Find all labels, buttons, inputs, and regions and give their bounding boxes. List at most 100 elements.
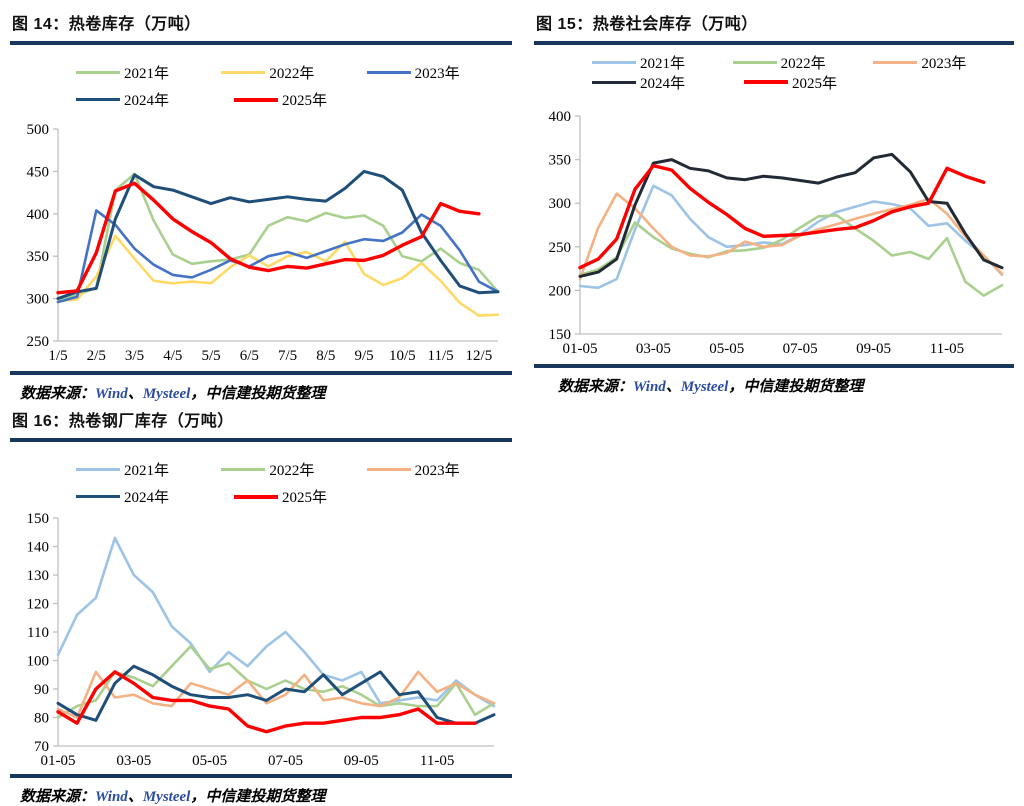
source-wind: Wind: [633, 379, 666, 395]
legend-item-2025年: 2025年: [744, 72, 896, 93]
figure-14-line-chart: 250 300 350 400 450 500 1/5 2/5 3/5 4/5 5/5 6/5 7/5 8…: [27, 122, 500, 364]
svg-text:70: 70: [34, 739, 49, 755]
figure-14-title-rule: [10, 41, 512, 45]
svg-text:350: 350: [27, 249, 50, 265]
legend-label: 2021年: [124, 463, 170, 479]
svg-text:8/5: 8/5: [316, 348, 335, 364]
figure-16-panel: 图 16：热卷钢厂库存（万吨） 2021年 2022年 2023年 2024年 2025…: [0, 407, 524, 806]
legend-item-2024年: 2024年: [592, 72, 744, 93]
source-mysteel: Mysteel: [680, 379, 729, 395]
svg-text:9/5: 9/5: [355, 348, 374, 364]
figure-14-footer-rule: [10, 371, 512, 375]
figure-15-title-rule: [534, 41, 1014, 45]
svg-text:500: 500: [27, 122, 50, 138]
figure-16-legend: 2021年 2022年 2023年 2024年 2025年: [10, 456, 512, 510]
svg-text:3/5: 3/5: [125, 348, 144, 364]
legend-line-swatch: [592, 60, 636, 64]
legend-line-swatch: [76, 98, 120, 101]
legend-item-2025年: 2025年: [234, 89, 392, 110]
svg-text:03-05: 03-05: [116, 753, 151, 769]
svg-text:450: 450: [27, 164, 50, 180]
legend-row: 2021年 2022年 2023年: [10, 59, 512, 86]
svg-text:250: 250: [549, 240, 572, 256]
svg-text:11-05: 11-05: [930, 341, 964, 357]
legend-label: 2025年: [282, 93, 328, 109]
svg-text:5/5: 5/5: [201, 348, 220, 364]
figure-16-source-note: 数据来源：Wind、Mysteel，中信建投期货整理: [20, 785, 512, 806]
figure-14-title: 图 14：热卷库存（万吨）: [12, 16, 201, 33]
legend-item-2022年: 2022年: [732, 52, 874, 73]
legend-label: 2023年: [921, 55, 967, 72]
svg-text:350: 350: [549, 153, 572, 169]
svg-text:2/5: 2/5: [87, 348, 106, 364]
legend-label: 2024年: [124, 490, 170, 506]
source-prefix: 数据来源：: [20, 789, 96, 805]
legend-row: 2021年 2022年 2023年: [10, 456, 512, 483]
source-suffix: ，中信建投期货整理: [190, 789, 326, 805]
svg-text:03-05: 03-05: [636, 341, 671, 357]
legend-line-swatch: [76, 468, 120, 471]
legend-label: 2023年: [414, 66, 460, 82]
source-delim: 、: [127, 789, 143, 805]
source-mysteel: Mysteel: [142, 789, 191, 805]
legend-label: 2023年: [414, 463, 460, 479]
svg-text:11-05: 11-05: [420, 753, 454, 769]
svg-text:09-05: 09-05: [856, 341, 891, 357]
legend-item-2022年: 2022年: [221, 62, 366, 83]
svg-text:200: 200: [549, 283, 572, 299]
svg-text:400: 400: [549, 109, 572, 125]
svg-text:07-05: 07-05: [268, 753, 303, 769]
svg-text:250: 250: [27, 334, 50, 350]
svg-text:7/5: 7/5: [278, 348, 297, 364]
legend-item-2025年: 2025年: [234, 486, 392, 507]
legend-label: 2021年: [124, 66, 170, 82]
legend-line-swatch: [234, 97, 278, 102]
legend-item-2023年: 2023年: [366, 62, 512, 83]
svg-text:100: 100: [27, 654, 50, 670]
legend-line-swatch: [366, 468, 411, 471]
legend-row: 2024年 2025年: [10, 483, 512, 510]
legend-label: 2022年: [269, 463, 315, 479]
legend-label: 2021年: [640, 55, 686, 72]
figure-14-legend: 2021年 2022年 2023年 2024年 2025年: [10, 59, 512, 113]
legend-line-swatch: [76, 495, 120, 498]
svg-text:120: 120: [27, 597, 50, 613]
source-prefix: 数据来源：: [558, 379, 634, 395]
legend-line-swatch: [366, 71, 411, 74]
svg-text:05-05: 05-05: [192, 753, 227, 769]
source-suffix: ，中信建投期货整理: [728, 379, 864, 395]
svg-text:400: 400: [27, 207, 50, 223]
svg-text:90: 90: [34, 682, 49, 698]
legend-line-swatch: [732, 60, 777, 64]
svg-text:300: 300: [27, 292, 50, 308]
svg-text:4/5: 4/5: [163, 348, 182, 364]
legend-line-swatch: [76, 71, 120, 74]
source-wind: Wind: [95, 386, 128, 402]
svg-text:6/5: 6/5: [240, 348, 259, 364]
svg-text:10/5: 10/5: [389, 348, 416, 364]
legend-line-swatch: [873, 60, 918, 64]
legend-line-swatch: [592, 80, 636, 84]
svg-text:1/5: 1/5: [48, 348, 67, 364]
svg-text:01-05: 01-05: [563, 341, 598, 357]
legend-label: 2022年: [269, 66, 315, 82]
legend-label: 2022年: [780, 55, 826, 72]
legend-item-2021年: 2021年: [76, 62, 221, 83]
source-mysteel: Mysteel: [142, 386, 191, 402]
figure-15-title: 图 15：热卷社会库存（万吨）: [536, 16, 758, 33]
svg-text:11/5: 11/5: [428, 348, 454, 364]
figure-15-line-chart: 150 200 250 300 350 400 01-05 03-05 05-05 07-05 09…: [549, 109, 1004, 357]
svg-text:300: 300: [549, 196, 572, 212]
legend-line-swatch: [221, 71, 266, 74]
source-delim: 、: [127, 386, 143, 402]
legend-item-2021年: 2021年: [592, 52, 733, 73]
source-prefix: 数据来源：: [20, 386, 96, 402]
legend-line-swatch: [234, 494, 278, 499]
svg-text:130: 130: [27, 568, 50, 584]
source-suffix: ，中信建投期货整理: [190, 386, 326, 402]
figure-15-source-note: 数据来源：Wind、Mysteel，中信建投期货整理: [558, 375, 1014, 396]
svg-text:01-05: 01-05: [41, 753, 76, 769]
svg-text:05-05: 05-05: [709, 341, 744, 357]
top-charts-row: 图 14：热卷库存（万吨） 2021年 2022年 2023年 2024年 2025年 …: [10, 16, 1014, 403]
figure-14-source-note: 数据来源：Wind、Mysteel，中信建投期货整理: [20, 382, 512, 403]
